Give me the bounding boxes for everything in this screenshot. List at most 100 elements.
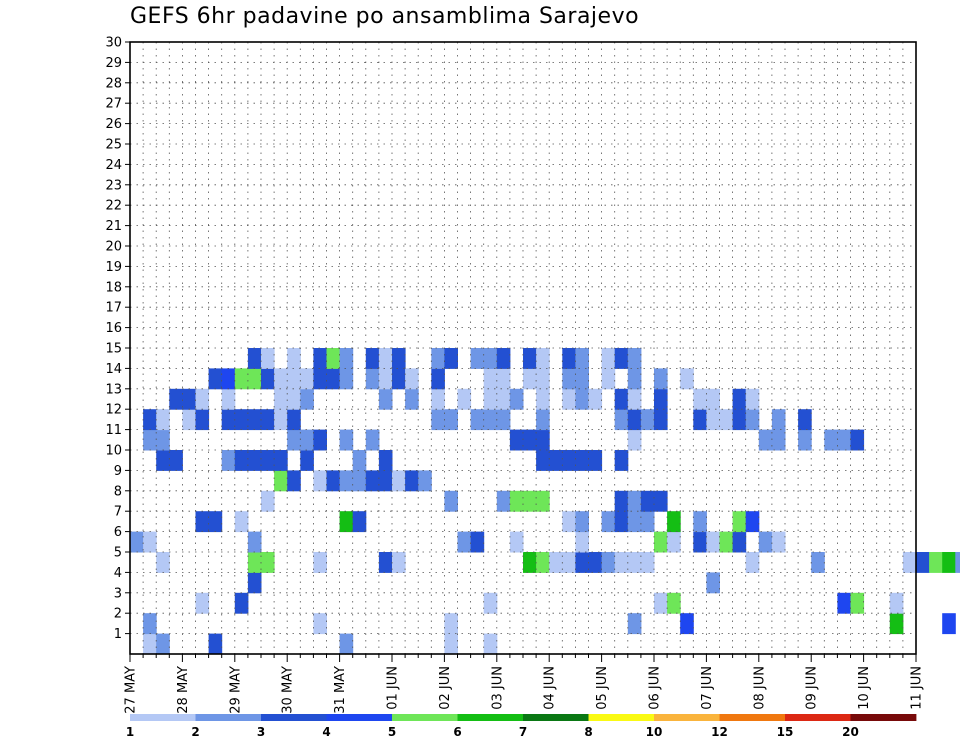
heatmap-cell [536, 348, 550, 369]
y-tick-label: 26 [105, 117, 122, 132]
y-tick-label: 29 [105, 56, 122, 71]
heatmap-cell [706, 409, 720, 431]
heatmap-cell [627, 368, 642, 390]
y-tick-label: 1 [114, 627, 122, 642]
heatmap-cell [719, 531, 734, 553]
heatmap-cell [195, 388, 210, 410]
heatmap-cell [392, 470, 406, 492]
heatmap-cell [378, 470, 393, 492]
heatmap-cell [588, 552, 603, 573]
heatmap-cell [287, 368, 301, 390]
heatmap-cell [536, 388, 550, 410]
heatmap-cell [745, 388, 760, 410]
colorbar-label: 6 [453, 725, 461, 739]
heatmap-cell [339, 368, 354, 390]
y-tick-label: 24 [105, 158, 122, 173]
heatmap-cell [313, 470, 327, 492]
x-date-label: 05 JUN [595, 666, 610, 710]
heatmap-cell [850, 592, 865, 614]
heatmap-cell [654, 490, 668, 512]
heatmap-cell [378, 368, 393, 390]
colorbar-swatch [195, 714, 262, 721]
x-date-label: 04 JUN [543, 666, 558, 710]
colorbar-swatch [654, 714, 720, 721]
colorbar-swatch [457, 714, 524, 721]
heatmap-cell [261, 552, 275, 573]
heatmap-cell [313, 348, 327, 369]
heatmap-cell [837, 429, 851, 451]
heatmap-cell [536, 552, 550, 573]
heatmap-cell [208, 368, 223, 390]
heatmap-cell [378, 388, 393, 410]
x-date-label: 03 JUN [490, 666, 505, 710]
heatmap-cell [221, 368, 236, 390]
heatmap-cell [274, 368, 288, 390]
y-tick-label: 8 [114, 484, 122, 499]
heatmap-cell [562, 552, 576, 573]
heatmap-cell [496, 388, 511, 410]
heatmap-cell [195, 511, 210, 533]
x-date-label: 10 JUN [857, 666, 872, 710]
y-tick-label: 7 [114, 505, 122, 520]
heatmap-cell [536, 429, 550, 451]
heatmap-cell [942, 613, 956, 635]
heatmap-cell [745, 511, 760, 533]
heatmap-cell [719, 409, 734, 431]
chart-title: GEFS 6hr padavine po ansamblima Sarajevo [130, 4, 640, 29]
heatmap-cell [575, 531, 589, 553]
heatmap-cell [732, 511, 747, 533]
heatmap-cell [431, 409, 445, 431]
heatmap-cell [261, 368, 275, 390]
heatmap-cell [654, 592, 668, 614]
y-tick-label: 4 [114, 566, 122, 581]
heatmap-cell [221, 450, 236, 471]
heatmap-cell [771, 409, 786, 431]
heatmap-cell [156, 552, 170, 573]
heatmap-cell [287, 470, 301, 492]
heatmap-cell [955, 552, 960, 573]
y-tick-label: 2 [114, 607, 122, 622]
heatmap-cell [601, 552, 616, 573]
heatmap-cell [470, 348, 485, 369]
heatmap-cell [575, 348, 589, 369]
heatmap-cell [143, 429, 157, 451]
heatmap-cell [575, 368, 589, 390]
y-tick-label: 25 [105, 138, 122, 153]
heatmap-cell [627, 388, 642, 410]
heatmap-cell [483, 592, 498, 614]
heatmap-cell [916, 552, 930, 573]
heatmap-cell [444, 633, 458, 655]
x-axis: 27 MAY 28 MAY 29 MAY 30 MAY 31 MAY 01 JUN 02 J… [124, 654, 925, 714]
colorbar-label: 3 [257, 725, 265, 739]
y-tick-label: 10 [105, 444, 122, 459]
y-tick-label: 27 [105, 97, 122, 112]
heatmap-cell [758, 429, 773, 451]
heatmap-cell [261, 348, 275, 369]
heatmap-cell [352, 450, 367, 471]
colorbar: 1 2 3 4 5 6 7 8 10 12 15 20 [126, 714, 917, 739]
heatmap-cell [627, 409, 642, 431]
x-date-label: 06 JUN [648, 666, 663, 710]
heatmap-cell [444, 348, 458, 369]
heatmap-cell [156, 633, 170, 655]
heatmap-cell [654, 409, 668, 431]
colorbar-label: 15 [777, 725, 794, 739]
heatmap-cell [811, 552, 825, 573]
y-tick-label: 16 [105, 321, 122, 336]
heatmap-cell [365, 470, 380, 492]
heatmap-cell [640, 409, 655, 431]
colorbar-swatch [785, 714, 851, 721]
heatmap-cell [300, 450, 314, 471]
heatmap-cell [287, 348, 301, 369]
x-date-label: 01 JUN [386, 666, 401, 710]
colorbar-label: 7 [519, 725, 527, 739]
heatmap-cell [575, 552, 589, 573]
heatmap-cell [247, 368, 262, 390]
y-tick-label: 9 [114, 464, 122, 479]
heatmap-cell [274, 409, 288, 431]
heatmap-cell [889, 613, 904, 635]
colorbar-swatch [719, 714, 786, 721]
y-tick-label: 3 [114, 586, 122, 601]
heatmap-cell [837, 592, 851, 614]
